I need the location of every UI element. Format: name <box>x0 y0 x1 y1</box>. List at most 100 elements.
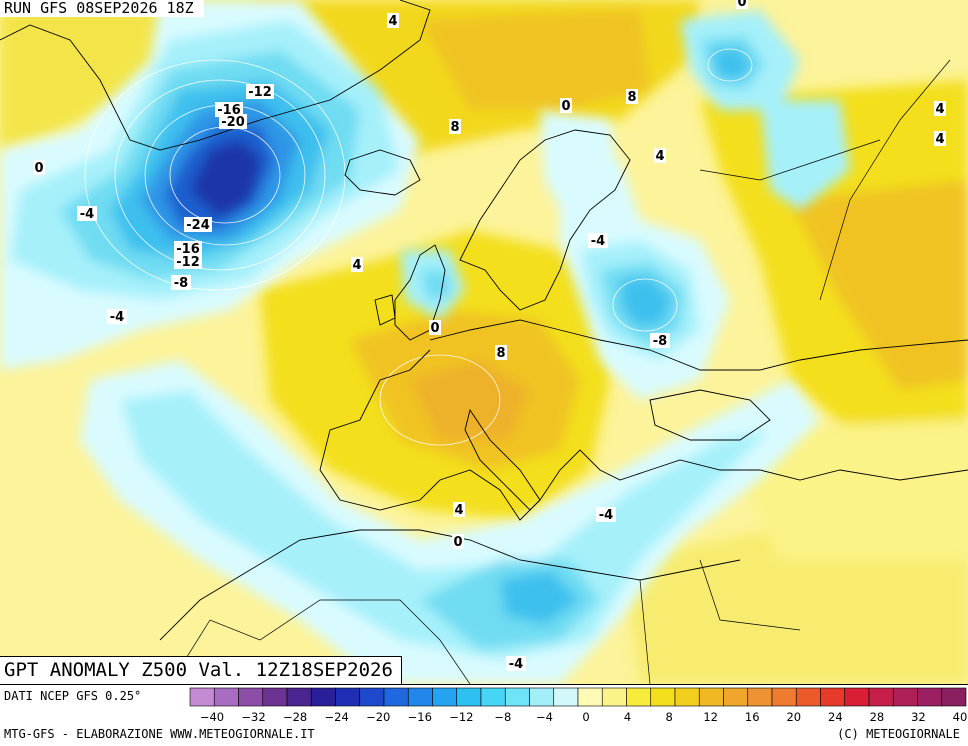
contour-label: 8 <box>449 119 461 135</box>
colorbar-swatch <box>577 687 603 707</box>
contour-label: 4 <box>351 257 363 273</box>
colorbar-swatch <box>359 687 385 707</box>
contour-label-text: 8 <box>496 346 505 361</box>
contour-label-text: 0 <box>430 321 439 336</box>
contour-label-bg <box>107 309 127 324</box>
colorbar-swatch <box>504 687 530 707</box>
colorbar-tick-label: −24 <box>325 710 349 724</box>
contour-label-bg <box>588 233 608 248</box>
colorbar: −40 −32 −28 −24 −20 −16 −12 −8 −4 0 4 8 12 16 20 24 28 32… <box>189 687 968 724</box>
colorbar-swatch <box>432 687 458 707</box>
contour-label-text: -12 <box>248 85 272 100</box>
contour-label-text: 0 <box>737 0 746 10</box>
colorbar-tick-label: 24 <box>828 710 843 724</box>
contour-label: 0 <box>736 0 748 10</box>
colorbar-swatch <box>626 687 652 707</box>
colorbar-swatch <box>941 687 967 707</box>
colorbar-swatch <box>601 687 627 707</box>
colorbar-tick-label: 40 <box>953 710 968 724</box>
contour-label-text: -4 <box>599 508 613 523</box>
contour-label-bg <box>449 119 461 134</box>
contour-label-bg <box>654 148 666 163</box>
contour-label-text: 0 <box>34 161 43 176</box>
contour-label-bg <box>560 98 572 113</box>
contour-label-bg <box>33 160 45 175</box>
colorbar-swatch <box>286 687 312 707</box>
colorbar-swatch <box>844 687 870 707</box>
contour-label-text: 4 <box>655 149 664 164</box>
colorbar-swatch <box>213 687 239 707</box>
colorbar-swatch <box>262 687 288 707</box>
contour-label: 0 <box>452 534 464 550</box>
colorbar-tick-label: −12 <box>449 710 473 724</box>
credit-left: MTG-GFS - ELABORAZIONE WWW.METEOGIORNALE… <box>4 727 315 741</box>
colorbar-swatch <box>238 687 264 707</box>
colorbar-tick-label: −8 <box>494 710 511 724</box>
contour-label: 4 <box>453 502 465 518</box>
colorbar-tick-label: 28 <box>870 710 885 724</box>
contour-label: -12 <box>174 254 202 270</box>
contour-label: -4 <box>77 206 97 222</box>
contour-label-bg <box>736 0 748 9</box>
contour-label-bg <box>934 101 946 116</box>
contour-label-bg <box>453 502 465 517</box>
run-label: RUN GFS 08SEP2026 18Z <box>0 0 204 17</box>
colorbar-swatch <box>868 687 894 707</box>
contour-label-bg <box>171 275 191 290</box>
colorbar-tick-label: −28 <box>283 710 307 724</box>
colorbar-tick-label: 4 <box>624 710 631 724</box>
colorbar-tick-label: −40 <box>200 710 224 724</box>
contour-label-bg <box>174 254 202 269</box>
data-source: DATI NCEP GFS 0.25° <box>4 689 142 703</box>
colorbar-swatch <box>310 687 336 707</box>
colorbar-swatch <box>456 687 482 707</box>
contour-label: 0 <box>33 160 45 176</box>
contour-label: -4 <box>107 309 127 325</box>
credit-right: (C) METEOGIORNALE <box>837 727 960 741</box>
contour-label-text: 4 <box>454 503 463 518</box>
colorbar-tick-label: 32 <box>911 710 926 724</box>
colorbar-swatch <box>650 687 676 707</box>
colorbar-swatch <box>892 687 918 707</box>
contour-label: -24 <box>184 217 212 233</box>
contour-label-text: -4 <box>110 310 124 325</box>
colorbar-tick-label: 8 <box>665 710 672 724</box>
contour-label-text: 4 <box>352 258 361 273</box>
contour-label-text: 0 <box>453 535 462 550</box>
contour-label-bg <box>429 320 441 335</box>
negative-anomaly-fields <box>0 0 850 684</box>
contour-label-text: 8 <box>627 90 636 105</box>
contour-label: -4 <box>596 507 616 523</box>
colorbar-tick-label: −20 <box>366 710 390 724</box>
contour-label-bg <box>184 217 212 232</box>
contour-label: 0 <box>429 320 441 336</box>
contour-label: 8 <box>626 89 638 105</box>
contour-label-bg <box>387 13 399 28</box>
colorbar-swatch <box>407 687 433 707</box>
contour-labels: 40-12-16-20 8084440-4-24-16-12-84-4-408-8… <box>33 0 946 672</box>
colorbar-tick-label: −32 <box>241 710 265 724</box>
contour-label-text: -24 <box>186 218 210 233</box>
colorbar-swatch <box>553 687 579 707</box>
contour-label-bg <box>650 333 670 348</box>
contour-label-text: -12 <box>176 255 200 270</box>
contour-label-text: 4 <box>388 14 397 29</box>
colorbar-swatch <box>698 687 724 707</box>
contour-label-text: 0 <box>561 99 570 114</box>
colorbar-swatch <box>747 687 773 707</box>
coastlines <box>0 0 968 684</box>
contour-label-bg <box>626 89 638 104</box>
colorbar-swatch <box>674 687 700 707</box>
colorbar-swatch <box>795 687 821 707</box>
contour-label-text: -8 <box>653 334 667 349</box>
colorbar-swatch <box>189 687 215 707</box>
contour-label-text: -4 <box>509 657 523 672</box>
contour-label-text: -4 <box>80 207 94 222</box>
contour-label-bg <box>219 114 247 129</box>
anomaly-map: 40-12-16-20 8084440-4-24-16-12-84-4-408-8… <box>0 0 968 684</box>
colorbar-swatch <box>529 687 555 707</box>
colorbar-swatch <box>917 687 943 707</box>
contour-label-bg <box>215 102 243 117</box>
map-area: 4 0 -12 -16 -20 8 0 8 4 4 4 0 -4 -24 -16 -12 -8 4 -4 -4 0 8 -8… <box>0 0 968 684</box>
colorbar-swatch <box>383 687 409 707</box>
